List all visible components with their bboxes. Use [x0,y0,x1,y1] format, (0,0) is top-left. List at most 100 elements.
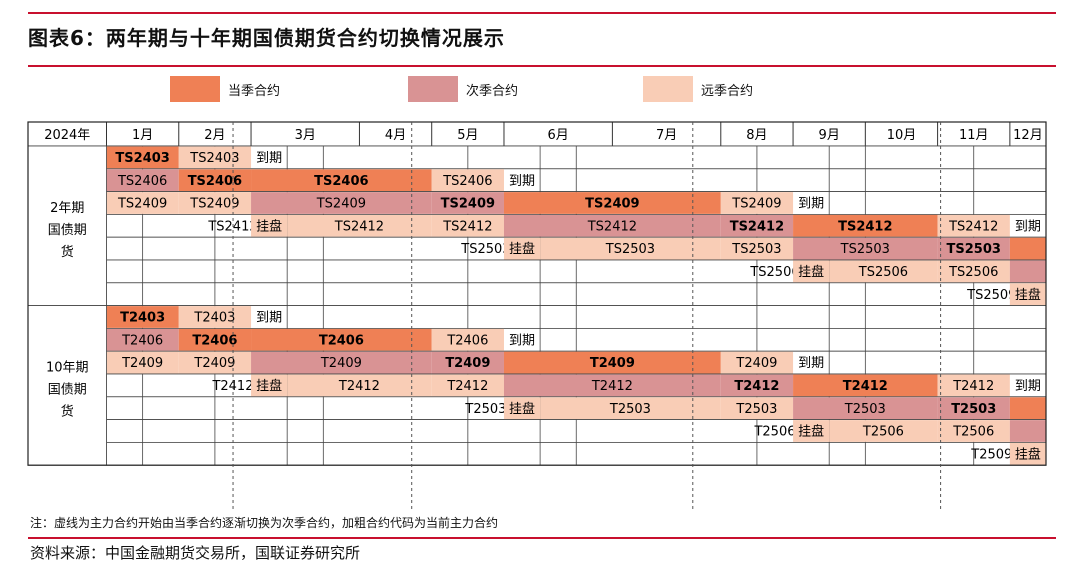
header-cell: 4月 [385,128,406,143]
header-cell: 7月 [656,128,677,143]
contract-label: T2409 [320,356,362,371]
contract-label: 到期 [798,197,824,212]
contract-label: T2409 [121,356,163,371]
contract-label: TS2412 [442,219,492,234]
contract-bar [431,374,504,397]
contract-label: TS2403 [189,151,239,166]
contract-bar [251,169,432,192]
section-label: 2年期 [50,201,84,216]
contract-label: TS2503 [605,242,655,257]
contract-bar [1009,442,1046,465]
contract-bar [540,397,721,420]
legend-label-next: 次季合约 [466,83,519,99]
contract-label: TS2406 [314,174,368,189]
contract-label: 挂盘 [509,241,535,257]
contract-bar [178,169,252,192]
contract-label: T2406 [192,333,237,348]
contract-bar [251,351,432,374]
contract-bar [793,374,938,397]
source-line: 资料来源：中国金融期货交易所，国联证券研究所 [30,544,361,562]
legend-swatch-current [170,76,220,102]
contract-label: T2509 [970,447,1012,462]
contract-bar [1009,283,1046,306]
contract-bar [178,146,252,169]
contract-label: TS2406 [442,174,492,189]
table-row: T2409 T2409 T2409 T2409 T2409 T2409 到期 [106,350,1047,375]
contract-label: TS2509 [966,288,1016,303]
contract-bar [1009,237,1046,260]
contract-bar [503,397,541,420]
contract-bar [937,260,1010,283]
contract-bar [937,397,1010,420]
contract-bar [793,397,938,420]
contract-label: TS2409 [731,197,781,212]
contract-bar [720,192,794,214]
contract-bar [431,328,504,351]
header-cell: 3月 [295,128,316,143]
contract-bar [503,237,541,260]
contract-label: T2406 [121,333,163,348]
contract-label: TS2406 [117,174,167,189]
contract-label: T2506 [862,425,904,440]
legend-label-far: 远季合约 [701,83,754,99]
header-cell: 6月 [548,128,569,143]
contract-bar [793,420,830,442]
contract-label: TS2409 [117,197,167,212]
header-row: 2024年 1月 2月 3月 4月 5月 6月 7月 8月 9月 10月 11月 12月 [27,121,1047,147]
table-row: T2403 T2403 到期 [106,305,1047,329]
contract-label: T2409 [193,356,235,371]
contract-bar [1009,420,1046,442]
contract-bar [937,420,1010,442]
contract-label: 挂盘 [256,378,282,394]
header-cell: 5月 [457,128,478,143]
section-label: 10年期 [46,360,89,375]
contract-label: TS2503 [947,242,1001,257]
contract-label: T2406 [446,333,488,348]
contract-label: TS2503 [460,242,510,257]
contract-bar [793,237,938,260]
table-row: TS2406 TS2406 TS2406 TS2406 到期 [106,168,1047,193]
contract-label: 挂盘 [509,401,535,417]
table-row: T2509 挂盘 [106,441,1047,466]
contract-label: TS2412 [730,219,784,234]
table-row: T2506 挂盘 T2506 T2506 [106,419,1047,443]
legend-swatch-far [643,76,693,102]
contract-bar [937,214,1010,237]
contract-label: T2412 [734,379,779,394]
legend-label-current: 当季合约 [228,83,281,99]
title-rule [28,65,1056,67]
contract-label: TS2506 [948,265,998,280]
contract-bar [106,192,179,214]
table-border [27,121,1047,466]
contract-bar [793,214,938,237]
header-cell: 2月 [204,128,225,143]
contract-label: TS2503 [731,242,781,257]
contract-bar [1009,260,1046,283]
section-label: 货 [61,244,74,260]
legend-far: 远季合约 [643,76,753,102]
table-row: TS2409 TS2409 TS2409 TS2409 TS2409 TS2409 到期 [106,191,1047,215]
contract-label: TS2503 [840,242,890,257]
contract-label: TS2412 [587,219,637,234]
section-label: 国债期 [48,382,87,397]
contract-bar [106,351,179,374]
contract-bar [540,237,721,260]
contract-label: TS2403 [115,151,169,166]
contract-bar [720,351,794,374]
table-row: T2503 挂盘 T2503 T2503 T2503 T2503 [106,396,1047,420]
contract-bar [251,192,432,214]
contract-label: TS2412 [948,219,998,234]
contract-label: T2412 [211,379,253,394]
contract-label: T2409 [590,356,635,371]
contract-label: 挂盘 [798,424,824,440]
contract-label: T2503 [844,402,886,417]
contract-label: T2412 [843,379,888,394]
contract-label: T2403 [193,311,235,326]
contract-label: 到期 [256,311,282,326]
header-cell: 1月 [132,128,153,143]
legend-current: 当季合约 [170,76,280,102]
contract-label: T2503 [609,402,651,417]
